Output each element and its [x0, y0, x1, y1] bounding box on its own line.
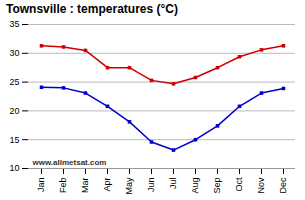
svg-text:www.allmetsat.com: www.allmetsat.com: [32, 158, 107, 167]
svg-text:Jun: Jun: [146, 178, 156, 193]
svg-text:30: 30: [9, 48, 19, 58]
svg-text:Feb: Feb: [58, 178, 68, 194]
svg-text:Sep: Sep: [212, 178, 222, 194]
svg-text:Oct: Oct: [234, 177, 244, 192]
svg-text:May: May: [124, 177, 134, 194]
svg-text:25: 25: [9, 77, 19, 87]
svg-text:15: 15: [9, 135, 19, 145]
svg-text:Mar: Mar: [80, 177, 90, 193]
svg-text:Apr: Apr: [102, 178, 112, 192]
svg-text:Jan: Jan: [36, 178, 46, 193]
svg-text:20: 20: [9, 106, 19, 116]
svg-text:35: 35: [9, 19, 19, 29]
svg-text:Dec: Dec: [278, 177, 288, 194]
svg-text:Nov: Nov: [256, 177, 266, 194]
html-text:Townsville : temperatures (°C): Townsville : temperatures (°C): [6, 2, 178, 16]
svg-text:10: 10: [9, 163, 19, 173]
svg-text:Jul: Jul: [168, 178, 178, 190]
svg-text:Aug: Aug: [190, 178, 200, 194]
